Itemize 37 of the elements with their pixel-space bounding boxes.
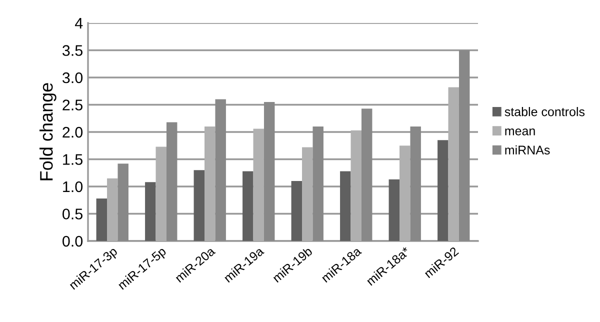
bar: [291, 181, 302, 241]
bar: [145, 182, 156, 241]
bar: [302, 147, 313, 241]
y-tick-label: 2.5: [62, 100, 82, 110]
bar: [312, 126, 324, 241]
legend-label: stable controls: [504, 107, 585, 116]
bar: [400, 146, 410, 241]
bar: [166, 122, 178, 241]
bar: [215, 99, 226, 241]
bar: [253, 128, 264, 241]
bar: [264, 102, 275, 241]
bar: [361, 108, 372, 241]
y-tick-label: 4: [74, 18, 83, 29]
legend-label: mean: [505, 128, 535, 136]
legend-label: miRNAs: [505, 145, 550, 155]
bar: [156, 146, 166, 241]
y-tick-label: 0.5: [62, 208, 82, 220]
bar: [388, 179, 400, 241]
bar: [350, 130, 362, 241]
y-tick-label: 1.5: [63, 154, 82, 165]
bar: [340, 171, 351, 241]
y-tick-label: 3.5: [62, 45, 82, 56]
bar: [410, 126, 421, 241]
bar: [242, 171, 254, 241]
y-tick-label: 3.0: [62, 72, 83, 84]
bar: [448, 87, 459, 241]
bar: [118, 164, 128, 241]
bar: [204, 126, 216, 241]
y-axis-title: Fold change: [40, 83, 56, 180]
y-tick-label: 1.0: [63, 181, 83, 192]
y-tick-label: 2.0: [62, 126, 83, 138]
y-tick-label: 0.0: [62, 236, 83, 247]
bar: [96, 198, 108, 241]
bar: [458, 50, 470, 241]
bar: [438, 140, 448, 241]
bar: [194, 170, 205, 241]
bar: [107, 178, 118, 241]
